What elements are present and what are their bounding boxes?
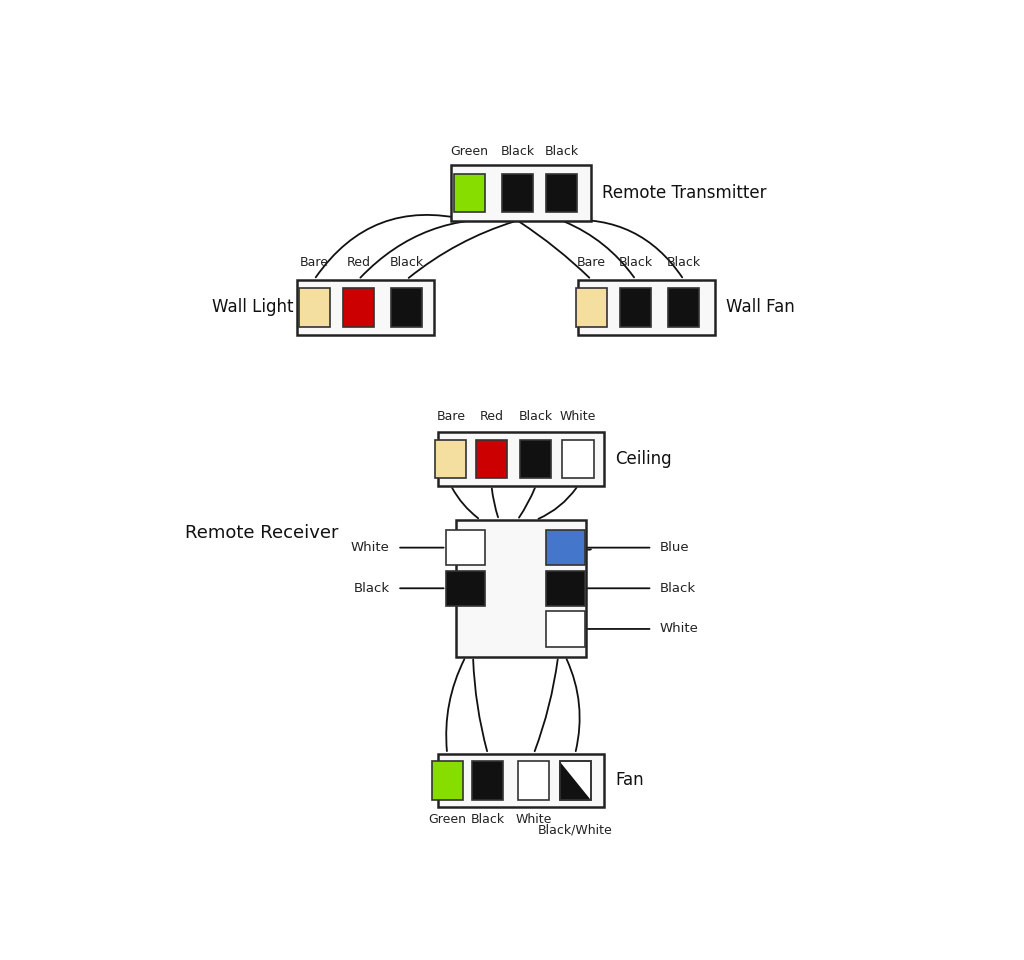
Text: Fan: Fan	[615, 772, 644, 789]
Bar	[299, 288, 330, 326]
Text: Black: Black	[471, 813, 505, 826]
Bar	[435, 440, 466, 478]
Bar	[454, 174, 485, 212]
Bar	[451, 165, 591, 221]
Bar	[457, 520, 586, 657]
Bar	[343, 288, 374, 326]
Text: Ceiling: Ceiling	[615, 450, 672, 468]
Bar	[476, 440, 507, 478]
Text: Remote Receiver: Remote Receiver	[184, 524, 338, 541]
Bar	[559, 761, 591, 800]
Bar	[546, 612, 585, 647]
Bar	[621, 288, 651, 326]
Text: Bare: Bare	[300, 256, 329, 269]
Bar	[546, 570, 585, 606]
Text: Wall Fan: Wall Fan	[726, 299, 795, 317]
Text: Black/White: Black/White	[538, 824, 612, 836]
Text: White: White	[560, 411, 596, 423]
Text: Bare: Bare	[436, 411, 465, 423]
Bar	[559, 761, 591, 800]
Polygon shape	[559, 761, 591, 800]
Text: Red: Red	[346, 256, 371, 269]
Text: Blue: Blue	[659, 541, 689, 554]
Text: Red: Red	[479, 411, 504, 423]
Bar	[520, 440, 551, 478]
Text: Green: Green	[428, 813, 466, 826]
Text: Black: Black	[545, 145, 579, 158]
Bar	[546, 174, 578, 212]
Text: Black: Black	[519, 411, 553, 423]
Text: Black: Black	[618, 256, 652, 269]
Text: Black: Black	[389, 256, 424, 269]
Text: White: White	[659, 622, 698, 636]
Bar	[669, 288, 699, 326]
Text: Remote Transmitter: Remote Transmitter	[602, 183, 767, 202]
Bar	[518, 761, 549, 800]
Text: Bare: Bare	[577, 256, 606, 269]
Bar	[575, 288, 607, 326]
Text: White: White	[351, 541, 390, 554]
Bar	[298, 279, 434, 335]
Bar	[472, 761, 504, 800]
Bar	[446, 530, 485, 565]
Bar	[391, 288, 422, 326]
Text: Green: Green	[451, 145, 488, 158]
Text: Black: Black	[667, 256, 700, 269]
Text: White: White	[515, 813, 552, 826]
Bar	[546, 530, 585, 565]
Bar	[438, 432, 604, 486]
Bar	[438, 754, 604, 807]
Bar	[502, 174, 532, 212]
Bar	[562, 440, 594, 478]
Text: Black: Black	[659, 582, 696, 595]
Bar	[432, 761, 463, 800]
Text: Black: Black	[501, 145, 535, 158]
Text: Wall Light: Wall Light	[212, 299, 294, 317]
Bar	[579, 279, 715, 335]
Bar	[446, 570, 485, 606]
Text: Black: Black	[353, 582, 390, 595]
